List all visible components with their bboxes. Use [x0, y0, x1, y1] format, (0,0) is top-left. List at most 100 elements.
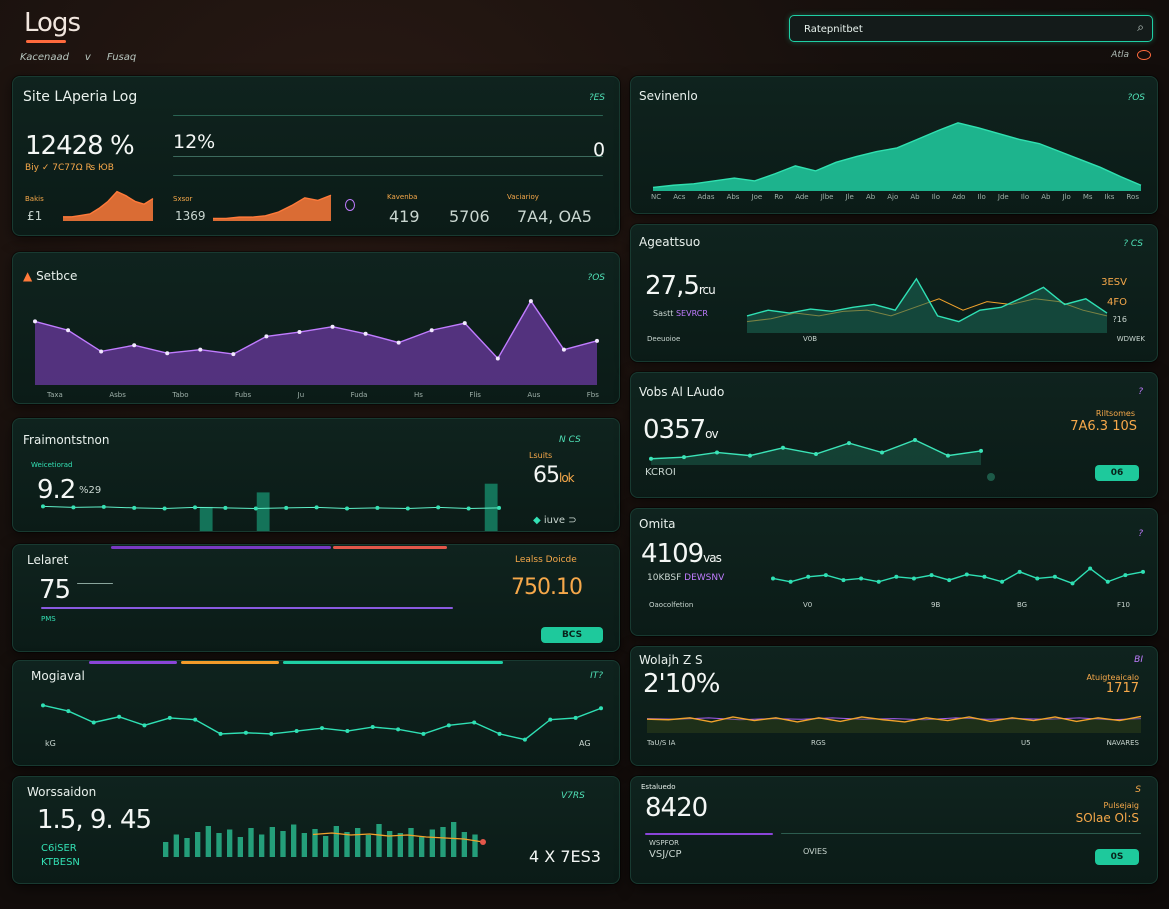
stat-label: Vaciarioy [507, 193, 539, 201]
tick-label: Fbs [586, 391, 599, 399]
bar [205, 826, 211, 857]
data-point [193, 717, 198, 722]
site-log-value: 12428 % [25, 131, 135, 161]
data-point [91, 720, 96, 725]
app-title: Logs [24, 8, 81, 38]
data-point [264, 334, 269, 339]
tick-label: Iks [1104, 193, 1115, 201]
data-point [294, 729, 299, 734]
data-point [99, 349, 104, 354]
websidon-value: 1.5, 9. 45 [37, 805, 152, 835]
data-point [522, 737, 527, 742]
series-line [42, 505, 500, 509]
breadcrumb-item[interactable]: Kacenaad [20, 52, 69, 63]
search-icon[interactable]: ⌕ [1137, 20, 1144, 34]
data-point [253, 506, 258, 511]
tick-label: Aus [527, 391, 541, 399]
site-log-sparkline [63, 190, 154, 221]
panel-meta: ?ES [588, 93, 605, 103]
panel-title: Worssaidon [27, 785, 97, 799]
stat-label: Sxsor [173, 195, 193, 203]
footer-label: 9B [931, 601, 941, 609]
tick-label: Ro [774, 193, 784, 201]
search-box[interactable]: ⌕ [789, 15, 1153, 42]
data-point [375, 505, 380, 510]
data-point [320, 726, 324, 731]
omita-number: 4109 [641, 539, 704, 569]
series-line [746, 277, 1108, 323]
data-point [269, 731, 274, 736]
bar [333, 826, 339, 857]
data-point [573, 715, 578, 720]
tick-label: Ado [952, 193, 966, 201]
panel-title: Estaluedo [641, 783, 676, 791]
web-auth-action-button[interactable]: 06 [1095, 465, 1139, 481]
data-point [947, 578, 952, 583]
stat-value: £1 [27, 209, 43, 223]
panel-meta: ?OS [587, 273, 605, 283]
latest-action-button[interactable]: BCS [541, 627, 603, 643]
bar [387, 831, 393, 857]
data-point [946, 453, 950, 458]
right-label: Pulsejaig [1103, 801, 1140, 810]
api-auth-sub-text: Sastt [653, 309, 674, 318]
data-point [880, 450, 884, 455]
bar [440, 827, 446, 857]
right-value: ?16 [1112, 315, 1127, 324]
data-point [421, 731, 426, 736]
tick-label: Ab [865, 193, 876, 201]
divider [77, 583, 113, 584]
panel-title: Vobs Al LAudo [639, 385, 725, 399]
message-panel: Mogiaval IT? kG AG [12, 660, 620, 766]
bar [269, 827, 275, 857]
divider [781, 833, 1141, 834]
series-line [646, 717, 1142, 721]
site-log-right-value: 0 [593, 139, 606, 161]
data-point [370, 725, 375, 730]
stat-value: 419 [389, 207, 420, 226]
panel-title: ▲ Setbce [23, 269, 77, 283]
data-point [198, 347, 203, 352]
bar [163, 842, 169, 857]
data-point [913, 437, 917, 442]
tick-label: Jde [997, 193, 1009, 201]
rate-monitor-sub: %29 [79, 485, 102, 496]
data-point [480, 839, 486, 845]
summary-value: 8420 [645, 793, 708, 823]
api-auth-sub-highlight: SEVRCR [675, 309, 708, 318]
weight-value: 2'10% [643, 669, 720, 699]
series-line [646, 715, 1142, 723]
message-line-chart [41, 703, 603, 742]
top-action-label[interactable]: Atla [1111, 50, 1129, 60]
axis-label: kG [45, 739, 56, 748]
series-line [34, 299, 598, 360]
breadcrumb-item[interactable]: Fusaq [106, 52, 137, 63]
panel-title: Ageattsuo [639, 235, 701, 249]
summary-action-button[interactable]: 0S [1095, 849, 1139, 865]
tick-label: Ms [1082, 193, 1093, 201]
panel-title: Mogiaval [31, 669, 85, 683]
right-label: Riltsomes [1095, 409, 1135, 418]
bar [248, 828, 254, 857]
breadcrumb-separator: v [84, 52, 91, 63]
data-point [497, 731, 502, 736]
data-point [1052, 574, 1057, 579]
latest-value: 75 [39, 575, 71, 605]
bar [199, 506, 213, 531]
api-auth-unit: rcu [698, 283, 716, 297]
profile-icon[interactable] [1137, 50, 1151, 60]
panel-title: Sevinenlo [639, 89, 698, 103]
api-auth-chart [746, 277, 1108, 333]
omita-chart [771, 566, 1145, 586]
progress-bar [111, 546, 331, 549]
data-point [314, 505, 319, 510]
data-point [806, 574, 811, 579]
web-auth-value: 0357ov [643, 415, 719, 445]
tick-label: Ilo [977, 193, 986, 201]
right-value-unit: lok [559, 471, 575, 485]
omita-value: 4109vas [641, 539, 722, 569]
search-input[interactable] [804, 20, 1124, 38]
api-auth-panel: Ageattsuo ? CS 27,5rcu Sastt SEVRCR 3ESV… [630, 224, 1158, 362]
site-log-secondary: 12% [173, 131, 216, 153]
site-log-subvalue: Biy ✓ 7C77Ω ₨ ЮB [25, 163, 114, 173]
